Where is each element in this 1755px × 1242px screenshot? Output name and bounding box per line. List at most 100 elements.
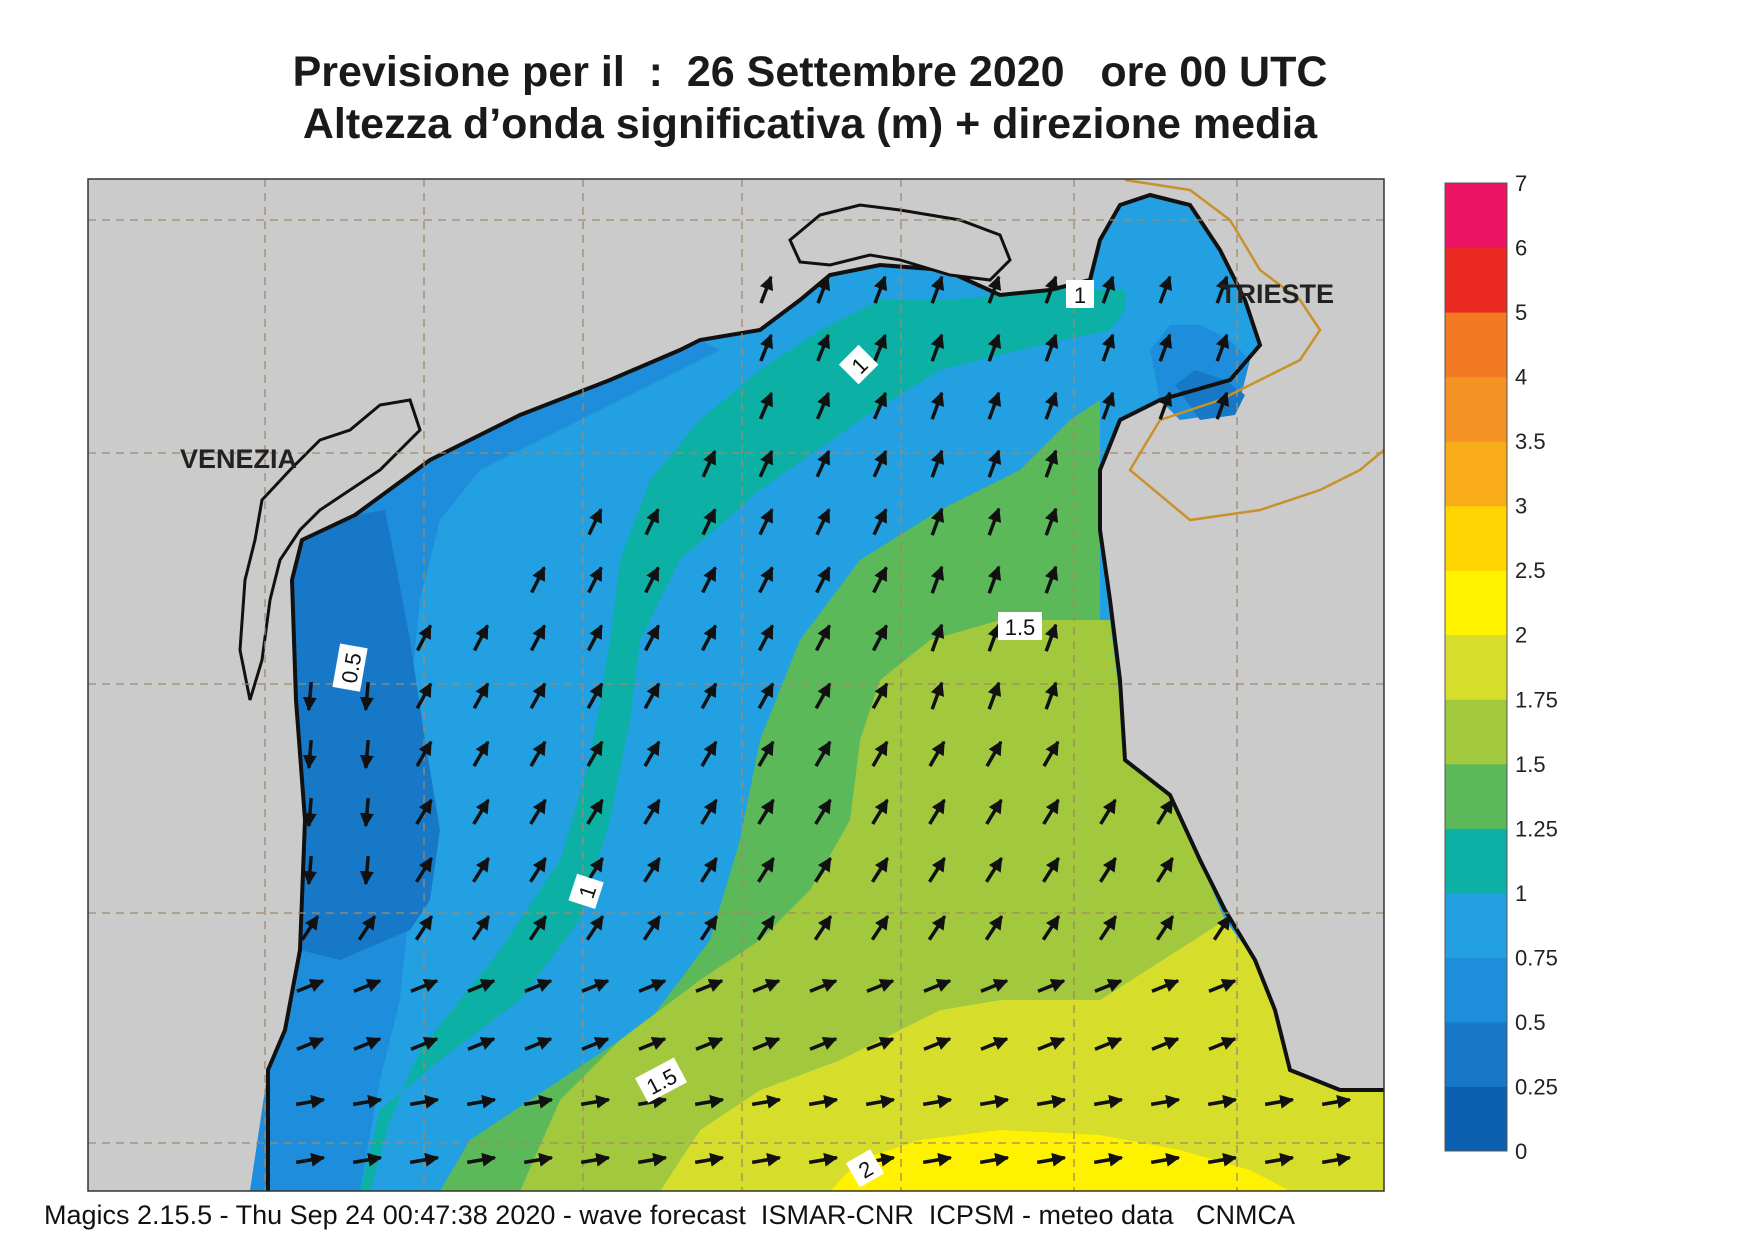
wave-direction-arrow xyxy=(757,798,775,825)
wave-direction-arrow xyxy=(302,855,317,886)
colorbar-label: 0 xyxy=(1515,1139,1527,1164)
wave-direction-arrow xyxy=(529,740,547,767)
colorbar-swatch xyxy=(1445,1021,1507,1087)
wave-direction-arrow xyxy=(809,1036,838,1051)
wave-direction-arrow xyxy=(528,915,548,941)
wave-direction-arrow xyxy=(700,740,718,767)
wave-direction-arrow xyxy=(1093,1152,1124,1167)
colorbar: 0 0.25 0.5 0.75 1 1.25 1.5 1.75 2 2.5 3 3.5 4 5 6 7 xyxy=(1444,171,1558,1164)
colorbar-label: 1 xyxy=(1515,881,1527,906)
wave-direction-arrow xyxy=(410,978,439,993)
colorbar-label: 2 xyxy=(1515,623,1527,648)
wave-direction-arrow xyxy=(866,1036,895,1051)
wave-direction-arrow xyxy=(694,1094,725,1109)
wave-direction-arrow xyxy=(524,1036,553,1051)
wave-direction-arrow xyxy=(813,915,833,941)
wave-direction-arrow xyxy=(1094,978,1123,993)
wave-direction-arrow xyxy=(1101,391,1116,420)
wave-direction-arrow xyxy=(467,1036,496,1051)
wave-direction-arrow xyxy=(302,739,317,770)
colorbar-swatch xyxy=(1445,247,1507,313)
wave-direction-arrow xyxy=(586,624,604,652)
colorbar-swatch xyxy=(1445,376,1507,442)
wave-direction-arrow xyxy=(700,624,718,652)
wave-direction-arrow xyxy=(414,915,434,941)
wave-direction-arrow xyxy=(1099,798,1117,825)
wave-direction-arrow xyxy=(1321,1152,1352,1167)
wave-direction-arrow xyxy=(700,857,718,883)
wave-direction-arrow xyxy=(1208,978,1237,993)
wave-direction-arrow xyxy=(643,857,661,883)
wave-direction-arrow xyxy=(872,566,888,594)
wave-direction-arrow xyxy=(987,449,1002,478)
wave-direction-arrow xyxy=(637,1152,668,1167)
wave-direction-arrow xyxy=(530,566,546,594)
wave-direction-arrow xyxy=(580,1094,611,1109)
colorbar-swatch xyxy=(1445,828,1507,894)
wave-direction-arrow xyxy=(985,740,1003,767)
wave-direction-arrow xyxy=(816,333,831,362)
wave-direction-arrow xyxy=(357,915,377,941)
political-border xyxy=(1124,179,1384,522)
wave-direction-arrow xyxy=(472,682,490,710)
wave-direction-arrow xyxy=(987,391,1002,420)
wave-direction-arrow xyxy=(1215,391,1230,420)
wave-direction-arrow xyxy=(359,739,374,770)
colorbar-label: 7 xyxy=(1515,171,1527,196)
wave-direction-arrow xyxy=(529,857,547,883)
wave-direction-arrow xyxy=(642,915,662,941)
wave-direction-arrow xyxy=(871,682,889,710)
wave-direction-arrow xyxy=(529,682,547,710)
wave-direction-arrow xyxy=(866,978,895,993)
map-frame xyxy=(87,178,1385,1192)
wave-direction-arrow xyxy=(472,857,490,883)
wave-direction-arrow xyxy=(873,275,888,304)
wave-direction-arrow xyxy=(1044,391,1059,420)
wave-direction-arrow xyxy=(1156,857,1174,883)
wave-direction-arrow xyxy=(927,915,947,941)
wave-direction-arrow xyxy=(1037,1036,1066,1051)
band-1-75 xyxy=(660,920,1384,1191)
wave-direction-arrow xyxy=(353,978,382,993)
wave-direction-arrow xyxy=(587,508,603,536)
wave-direction-arrow xyxy=(757,740,775,767)
graticule xyxy=(88,179,1384,1191)
wave-direction-arrow xyxy=(352,1094,383,1109)
wave-direction-arrow xyxy=(1098,915,1118,941)
wave-direction-arrow xyxy=(758,508,774,536)
wave-direction-arrow xyxy=(409,1094,440,1109)
wave-direction-arrow xyxy=(638,1036,667,1051)
wave-direction-arrow xyxy=(1036,1094,1067,1109)
wave-direction-arrow xyxy=(815,449,831,478)
wave-direction-arrow xyxy=(586,798,604,825)
wave-direction-arrow xyxy=(987,565,1002,594)
wave-direction-arrow xyxy=(930,391,945,420)
wave-direction-arrow xyxy=(700,798,718,825)
wave-direction-arrow xyxy=(872,508,888,536)
wave-direction-arrow xyxy=(415,682,433,710)
wave-direction-arrow xyxy=(1150,1152,1181,1167)
wave-direction-arrow xyxy=(701,566,717,594)
wave-direction-arrow xyxy=(985,857,1003,883)
contour-label-0-5: 0.5 xyxy=(337,651,367,685)
wave-direction-arrow xyxy=(586,857,604,883)
wave-direction-arrow xyxy=(985,798,1003,825)
wave-direction-arrow xyxy=(466,1152,497,1167)
wave-direction-arrow xyxy=(701,508,717,536)
colorbar-label: 3.5 xyxy=(1515,429,1546,454)
colorbar-label: 1.25 xyxy=(1515,816,1558,841)
wave-direction-arrow xyxy=(870,915,890,941)
wave-direction-arrow xyxy=(1215,333,1230,362)
wave-direction-arrow xyxy=(757,857,775,883)
wave-direction-arrow xyxy=(816,275,831,304)
wave-direction-arrow xyxy=(759,275,774,304)
wave-direction-arrow xyxy=(1264,1094,1295,1109)
wave-direction-arrow xyxy=(695,978,724,993)
wave-direction-arrow xyxy=(586,740,604,767)
wave-direction-arrow xyxy=(415,798,433,825)
colorbar-swatch xyxy=(1445,1086,1507,1152)
wave-direction-arrow xyxy=(1093,1094,1124,1109)
colorbar-label: 3 xyxy=(1515,494,1527,519)
wave-direction-arrow xyxy=(1321,1094,1352,1109)
wave-direction-arrow xyxy=(1158,333,1173,362)
